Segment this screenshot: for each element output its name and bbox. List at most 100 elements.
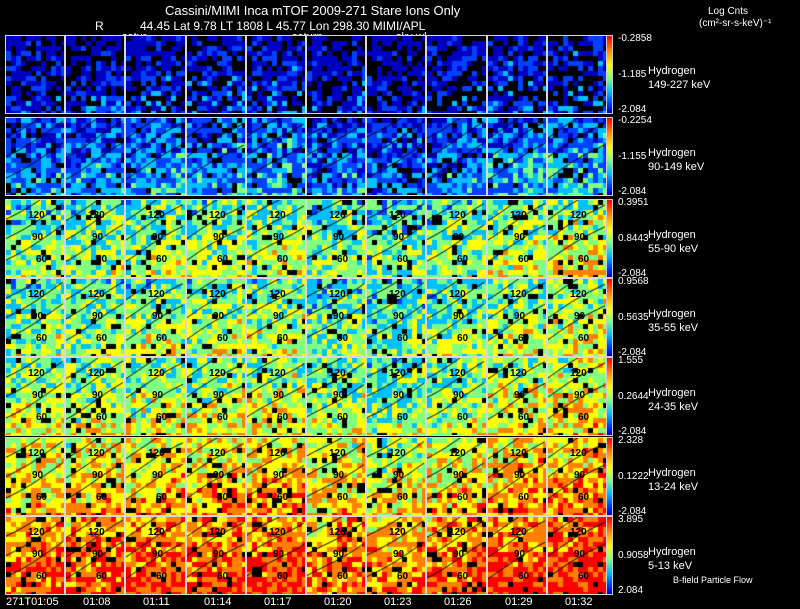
- contour-label: 60: [397, 492, 409, 503]
- time-label: 01:08: [83, 596, 111, 608]
- contour-label: 60: [397, 254, 409, 265]
- contour-label: 90: [152, 549, 164, 560]
- heatmap-cell: 120 90 60: [366, 278, 426, 357]
- contour-label: 120: [389, 527, 406, 538]
- contour-label: 120: [570, 448, 587, 459]
- contour-label: 90: [152, 311, 164, 322]
- contour-label: 90: [333, 232, 345, 243]
- heatmap-cell: 120 90 60: [366, 516, 426, 595]
- contour-label: 120: [28, 448, 45, 459]
- time-label: 01:23: [384, 596, 412, 608]
- contour-label: 120: [88, 527, 105, 538]
- heatmap-cell: 120 90 60: [547, 516, 607, 595]
- heatmap-cell: 120 90 60: [65, 199, 125, 278]
- heatmap-cell: 120 90 60: [65, 516, 125, 595]
- heatmap-cell: 120 90 60: [426, 278, 487, 357]
- band-species: Hydrogen: [648, 65, 696, 77]
- contour-label: 90: [333, 470, 345, 481]
- colorbar: [606, 357, 613, 436]
- contour-label: 120: [449, 448, 466, 459]
- contour-label: 60: [217, 492, 229, 503]
- units-label: Log Cnts: [708, 6, 749, 17]
- contour-label: 60: [277, 492, 289, 503]
- colorbar-tick-min: -2.084: [618, 186, 647, 197]
- contour-label: 60: [578, 571, 590, 582]
- contour-label: 90: [92, 549, 104, 560]
- colorbar: [606, 516, 613, 595]
- contour-label: 60: [36, 492, 48, 503]
- heatmap-cell: 120 90 60: [246, 199, 306, 278]
- colorbar-tick-mid: 0.1222: [618, 470, 649, 482]
- contour-label: 120: [88, 368, 105, 379]
- contour-label: 60: [518, 333, 530, 344]
- heatmap-cell: 120 90 60: [306, 516, 366, 595]
- contour-label: 60: [457, 333, 469, 344]
- contour-label: 60: [36, 571, 48, 582]
- heatmap-cell: 120 90 60: [125, 278, 186, 357]
- heatmap-cell: [487, 35, 547, 114]
- heatmap-cell: 120 90 60: [487, 437, 547, 516]
- contour-label: 90: [152, 232, 164, 243]
- contour-label: 90: [273, 390, 285, 401]
- contour-label: 120: [329, 448, 346, 459]
- heatmap-cell: 120 90 60: [65, 278, 125, 357]
- contour-label: 60: [457, 412, 469, 423]
- contour-label: 60: [96, 412, 108, 423]
- contour-label: 120: [209, 289, 226, 300]
- contour-label: 60: [397, 333, 409, 344]
- contour-label: 120: [269, 368, 286, 379]
- contour-label: 120: [389, 368, 406, 379]
- heatmap-cell: 120 90 60: [426, 199, 487, 278]
- heatmap-cell: 120 90 60: [487, 278, 547, 357]
- contour-label: 120: [88, 210, 105, 221]
- contour-label: 90: [273, 470, 285, 481]
- contour-label: 120: [269, 289, 286, 300]
- band-energy: 149-227 keV: [648, 79, 711, 91]
- heatmap-cell: 120 90 60: [547, 199, 607, 278]
- contour-label: 120: [510, 289, 527, 300]
- contour-label: 90: [514, 470, 526, 481]
- contour-label: 60: [337, 412, 349, 423]
- contour-label: 120: [28, 210, 45, 221]
- contour-label: 90: [152, 470, 164, 481]
- contour-label: 120: [510, 527, 527, 538]
- contour-label: 90: [32, 311, 44, 322]
- contour-label: 90: [273, 311, 285, 322]
- colorbar: [606, 278, 613, 357]
- contour-label: 60: [277, 254, 289, 265]
- heatmap-cell: [426, 35, 487, 114]
- heatmap-cell: 120 90 60: [125, 199, 186, 278]
- contour-label: 90: [213, 390, 225, 401]
- contour-label: 90: [453, 470, 465, 481]
- contour-label: 120: [209, 210, 226, 221]
- colorbar-tick-min: -2.084: [618, 347, 647, 358]
- contour-label: 120: [510, 210, 527, 221]
- heatmap-cell: 120 90 60: [186, 437, 246, 516]
- subtitle-r: R: [95, 19, 104, 33]
- heatmap-cell: 120 90 60: [306, 437, 366, 516]
- contour-label: 60: [156, 571, 168, 582]
- contour-label: 60: [36, 254, 48, 265]
- band-species: Hydrogen: [648, 546, 696, 558]
- contour-label: 60: [156, 412, 168, 423]
- heatmap-cell: 120 90 60: [366, 199, 426, 278]
- heatmap-cell: [125, 117, 186, 196]
- contour-label: 90: [333, 311, 345, 322]
- heatmap-cell: 120 90 60: [186, 516, 246, 595]
- contour-label: 60: [578, 492, 590, 503]
- heatmap-cell: 120 90 60: [246, 516, 306, 595]
- contour-label: 60: [156, 254, 168, 265]
- contour-label: 120: [269, 448, 286, 459]
- contour-label: 60: [457, 571, 469, 582]
- band-species: Hydrogen: [648, 229, 696, 241]
- heatmap-cell: 120 90 60: [306, 278, 366, 357]
- contour-label: 60: [518, 412, 530, 423]
- colorbar: [606, 437, 613, 516]
- footer-note: B-field Particle Flow: [673, 575, 753, 585]
- band-energy: 5-13 keV: [648, 560, 693, 572]
- contour-label: 120: [449, 527, 466, 538]
- contour-label: 120: [389, 448, 406, 459]
- contour-label: 60: [457, 254, 469, 265]
- band-species: Hydrogen: [648, 467, 696, 479]
- heatmap-cell: 120 90 60: [246, 357, 306, 436]
